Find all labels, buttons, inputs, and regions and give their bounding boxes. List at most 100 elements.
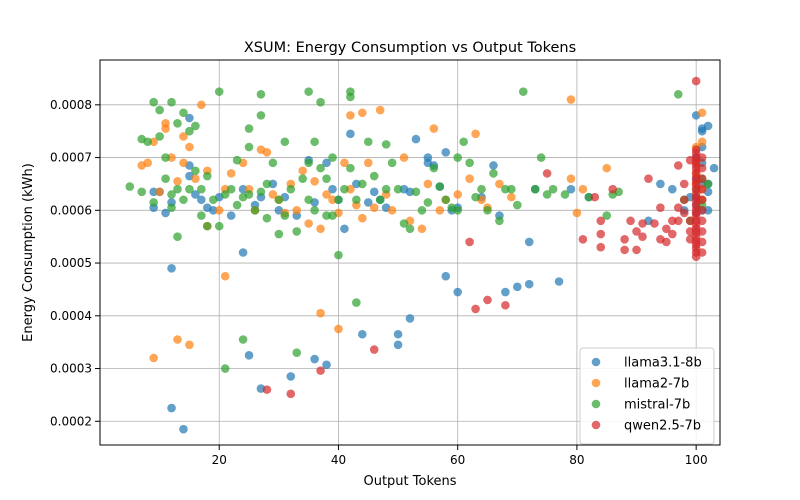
data-point: [453, 190, 462, 199]
data-point: [697, 174, 707, 183]
data-point: [685, 216, 695, 226]
data-point: [465, 158, 474, 168]
data-point: [179, 424, 188, 434]
data-point: [274, 195, 284, 205]
data-point: [340, 224, 349, 234]
data-point: [697, 206, 707, 215]
data-point: [596, 242, 606, 252]
data-point: [173, 184, 182, 194]
data-point: [220, 364, 230, 373]
data-point: [578, 235, 588, 244]
data-point: [656, 179, 665, 189]
data-point: [226, 169, 236, 178]
data-point: [167, 403, 176, 413]
data-point: [399, 153, 409, 162]
data-point: [435, 182, 445, 191]
legend: llama3.1-8b llama2-7b mistral-7b qwen2.5-7b: [579, 347, 715, 445]
data-point: [697, 237, 707, 247]
data-point: [369, 203, 379, 212]
data-point: [381, 140, 391, 149]
data-point: [262, 147, 272, 157]
data-point: [197, 184, 206, 194]
data-point: [167, 190, 176, 199]
data-point: [542, 169, 552, 178]
data-point: [250, 206, 260, 215]
y-axis-label: Energy Consumption (kWh): [21, 163, 36, 342]
data-point: [268, 190, 278, 199]
data-point: [256, 89, 266, 99]
data-point: [453, 153, 462, 162]
series-mistral-7b-points: [125, 87, 713, 373]
data-point: [638, 219, 647, 228]
data-point: [358, 108, 367, 118]
data-point: [346, 163, 355, 173]
y-tick-label: 0.0004: [50, 309, 92, 323]
data-point: [334, 195, 343, 205]
data-point: [697, 108, 707, 118]
data-point: [167, 203, 176, 212]
x-tick-label: 20: [212, 453, 227, 467]
plot-area-frame: [99, 59, 721, 446]
data-point: [310, 206, 319, 215]
data-point: [322, 190, 331, 199]
legend-marker: [591, 399, 601, 409]
legend-box: [579, 347, 715, 445]
data-point: [375, 195, 385, 205]
data-point: [435, 206, 445, 215]
data-point: [310, 177, 319, 186]
data-point: [453, 206, 462, 215]
data-point: [530, 184, 540, 194]
data-point: [143, 137, 152, 147]
data-point: [322, 174, 331, 183]
axis-ticks: 20 40 60 80 100 0.0002 0.0003 0.0004 0.0005 0.000…: [50, 98, 708, 467]
data-point: [197, 211, 206, 220]
data-point: [244, 142, 254, 152]
legend-label: llama3.1-8b: [624, 356, 702, 371]
data-point: [262, 213, 272, 223]
data-point: [328, 184, 337, 194]
data-point: [328, 211, 337, 220]
data-point: [405, 314, 415, 323]
data-point: [244, 351, 254, 360]
data-point: [149, 198, 158, 207]
data-point: [608, 184, 617, 194]
data-point: [226, 184, 236, 194]
y-tick-label: 0.0003: [50, 362, 92, 376]
data-point: [125, 182, 135, 191]
data-point: [197, 195, 206, 205]
data-point: [668, 184, 677, 194]
data-point: [393, 340, 403, 350]
data-point: [352, 298, 361, 307]
data-point: [286, 184, 296, 194]
data-point: [465, 174, 474, 183]
data-point: [232, 200, 242, 210]
data-point: [316, 97, 325, 107]
data-point: [679, 195, 689, 205]
data-point: [673, 89, 683, 99]
data-point: [375, 105, 385, 115]
data-point: [292, 227, 302, 236]
data-point: [679, 179, 689, 189]
data-point: [524, 237, 534, 247]
data-point: [697, 248, 707, 257]
data-point: [703, 121, 713, 131]
y-tick-label: 0.0005: [50, 256, 92, 270]
data-point: [328, 195, 337, 205]
data-point: [203, 171, 212, 181]
data-point: [203, 221, 212, 231]
data-point: [626, 216, 635, 226]
data-point: [513, 282, 522, 292]
data-point: [238, 335, 248, 344]
data-point: [632, 245, 641, 255]
data-point: [662, 237, 671, 247]
data-point: [238, 184, 248, 194]
data-point: [596, 229, 606, 239]
data-point: [566, 174, 576, 183]
data-point: [697, 184, 707, 194]
data-point: [143, 158, 152, 168]
data-point: [578, 184, 588, 194]
data-point: [387, 206, 397, 215]
data-point: [697, 227, 707, 236]
data-point: [638, 232, 647, 241]
data-point: [489, 161, 498, 170]
